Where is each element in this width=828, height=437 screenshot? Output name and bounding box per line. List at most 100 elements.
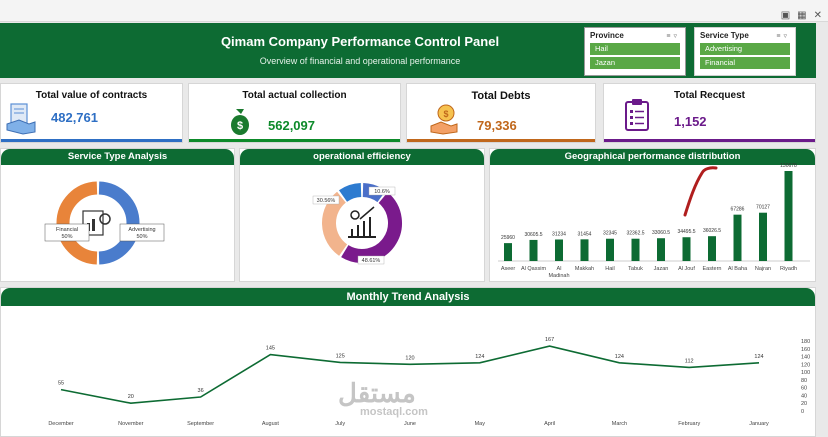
y-tick-label: 120 bbox=[801, 362, 810, 368]
donut-slice bbox=[341, 192, 402, 263]
multi-select-icon[interactable]: ≡ bbox=[776, 32, 784, 40]
kpi-value: 1,152 bbox=[674, 114, 707, 129]
geo-panel: Geographical performance distribution 25… bbox=[489, 148, 816, 282]
province-slicer[interactable]: Province ≡▿ Hail Jazan bbox=[584, 27, 686, 76]
bar-value-label: 25960 bbox=[501, 235, 515, 241]
point-value-label: 20 bbox=[128, 394, 134, 400]
window-toolbar: ▣ ▦ ✕ bbox=[0, 0, 828, 22]
bar-value-label: 32362.5 bbox=[626, 231, 644, 237]
gear-icon bbox=[350, 210, 360, 220]
watermark-arabic: مستقل bbox=[338, 378, 416, 408]
y-tick-label: 140 bbox=[801, 355, 810, 361]
bar bbox=[759, 212, 767, 261]
report-icon-bar bbox=[92, 219, 95, 231]
bar-value-label: 30605.5 bbox=[524, 232, 542, 238]
kpi-card-contracts: Total value of contracts 482,761 bbox=[0, 83, 183, 143]
multi-select-icon[interactable]: ≡ bbox=[666, 32, 674, 40]
bar bbox=[657, 238, 665, 261]
service-type-panel: Service Type Analysis Financial 50% Advert… bbox=[0, 148, 235, 282]
category-label: Al Jouf bbox=[678, 266, 695, 272]
data-label: 10.6% bbox=[374, 189, 390, 195]
bar bbox=[682, 237, 691, 261]
category-label: Tabuk bbox=[628, 266, 643, 272]
y-tick-label: 160 bbox=[801, 347, 810, 353]
y-tick-label: 60 bbox=[801, 386, 807, 392]
point-value-label: 55 bbox=[58, 381, 64, 387]
data-label-box bbox=[357, 255, 385, 265]
month-label: December bbox=[48, 421, 74, 427]
clear-filter-icon[interactable]: ▿ bbox=[673, 32, 680, 40]
slicer-option-service[interactable]: Financial bbox=[700, 57, 790, 69]
clear-filter-icon[interactable]: ▿ bbox=[783, 32, 790, 40]
point-value-label: 36 bbox=[198, 388, 204, 394]
province-slicer-title: Province bbox=[590, 31, 624, 40]
data-label: Advertising bbox=[128, 227, 155, 233]
data-label: 50% bbox=[136, 234, 147, 240]
geo-bar-chart: 25960 Aseer 30605.5 Al Qassim 31234 AlMadinah… bbox=[498, 163, 810, 279]
grid-icon[interactable]: ▦ bbox=[797, 10, 807, 21]
slicer-option-province[interactable]: Hail bbox=[590, 43, 680, 55]
page-title: Qimam Company Performance Control Panel bbox=[220, 34, 500, 49]
point-value-label: 124 bbox=[754, 354, 763, 360]
month-label: November bbox=[118, 421, 144, 427]
service-type-slicer[interactable]: Service Type ≡▿ Advertising Financial bbox=[694, 27, 796, 76]
annotation-stroke bbox=[683, 166, 718, 217]
kpi-label: Total actual collection bbox=[242, 90, 347, 101]
restore-icon[interactable]: ▣ bbox=[780, 10, 791, 21]
donut-slice bbox=[338, 183, 362, 202]
slicer-option-province[interactable]: Jazan bbox=[590, 57, 680, 69]
kpi-label: Total Recquest bbox=[674, 90, 745, 101]
arrow-icon bbox=[359, 206, 375, 220]
slicer-option-service[interactable]: Advertising bbox=[700, 43, 790, 55]
donut-slice bbox=[322, 191, 348, 256]
debt-hand-icon: $ bbox=[430, 104, 458, 135]
bar bbox=[784, 171, 793, 261]
kpi-value: 562,097 bbox=[268, 118, 315, 133]
y-tick-label: 20 bbox=[801, 401, 807, 407]
data-label: 30.56% bbox=[317, 198, 336, 204]
category-label: Jazan bbox=[654, 266, 669, 272]
svg-text:$: $ bbox=[443, 109, 448, 119]
efficiency-panel: operational efficiency 10.6% 48.61% 30.56% bbox=[239, 148, 485, 282]
panel-title: Monthly Trend Analysis bbox=[1, 288, 815, 306]
bar bbox=[631, 238, 640, 261]
trend-line bbox=[60, 345, 760, 405]
point-value-label: 112 bbox=[685, 358, 694, 364]
svg-text:$: $ bbox=[237, 120, 243, 132]
bar bbox=[504, 243, 512, 261]
y-tick-label: 0 bbox=[801, 409, 804, 415]
category-label: Eastern bbox=[703, 266, 722, 272]
month-label: August bbox=[262, 421, 280, 427]
bar bbox=[606, 238, 614, 261]
point-value-label: 145 bbox=[266, 346, 275, 352]
y-tick-label: 40 bbox=[801, 393, 807, 399]
bar-value-label: 34495.5 bbox=[677, 229, 695, 235]
contract-handshake-icon bbox=[6, 103, 36, 135]
data-label: 50% bbox=[61, 234, 72, 240]
data-label: 48.61% bbox=[362, 258, 381, 264]
y-tick-label: 80 bbox=[801, 378, 807, 384]
money-bag-icon: $ bbox=[231, 109, 249, 135]
y-tick-label: 100 bbox=[801, 370, 810, 376]
data-label-box bbox=[312, 195, 340, 205]
bar-value-label: 70127 bbox=[756, 205, 770, 211]
bar bbox=[580, 239, 589, 261]
data-label-box bbox=[44, 223, 90, 242]
close-icon[interactable]: ✕ bbox=[813, 10, 822, 21]
bar bbox=[733, 214, 742, 261]
kpi-label: Total value of contracts bbox=[35, 90, 148, 101]
bar-value-label: 130678 bbox=[780, 163, 797, 169]
y-tick-label: 180 bbox=[801, 339, 810, 345]
service-type-slicer-title: Service Type bbox=[700, 31, 749, 40]
bar bbox=[529, 239, 538, 261]
kpi-value: 482,761 bbox=[51, 110, 98, 125]
page-subtitle: Overview of financial and operational pe… bbox=[259, 56, 461, 66]
category-label: Riyadh bbox=[780, 266, 797, 272]
bar-value-label: 32345 bbox=[603, 231, 617, 237]
kpi-card-debts: Total Debts $ 79,336 bbox=[406, 83, 596, 143]
window-controls: ▣ ▦ ✕ bbox=[781, 10, 822, 21]
month-label: June bbox=[404, 421, 416, 427]
point-value-label: 124 bbox=[615, 354, 624, 360]
